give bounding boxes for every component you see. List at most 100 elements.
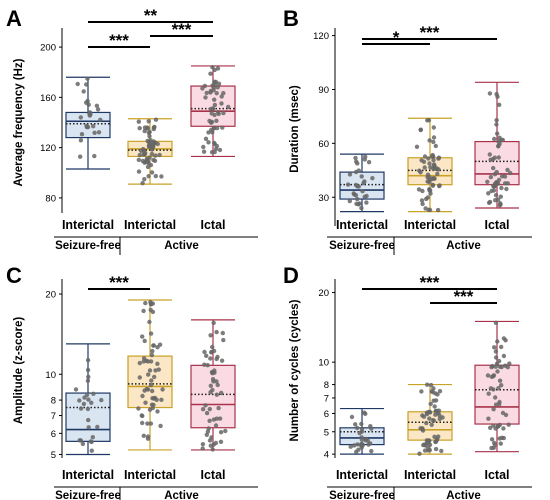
data-point: [151, 343, 156, 348]
data-point: [488, 386, 494, 391]
y-tick-label: 200: [40, 43, 56, 54]
data-point: [491, 188, 497, 193]
y-tick-label: 8: [51, 396, 56, 407]
data-point: [75, 81, 80, 87]
data-point: [146, 372, 151, 377]
data-point: [85, 367, 91, 373]
data-point: [352, 192, 357, 197]
data-point: [499, 185, 504, 191]
data-point: [357, 430, 362, 436]
data-point: [496, 177, 502, 183]
data-point: [212, 79, 217, 85]
y-axis-label: Average frequency (Hz): [13, 58, 25, 186]
data-point: [210, 387, 215, 393]
data-point: [205, 363, 210, 368]
data-point: [355, 161, 360, 166]
data-point: [220, 125, 225, 130]
data-point: [430, 182, 436, 188]
data-point: [497, 135, 502, 140]
data-point: [417, 451, 422, 456]
data-point: [202, 83, 208, 89]
data-point: [202, 362, 207, 367]
data-point: [503, 363, 508, 368]
data-point: [78, 138, 84, 143]
data-point: [359, 174, 364, 179]
data-point: [433, 446, 439, 452]
data-point: [86, 425, 91, 430]
data-point: [487, 152, 492, 157]
data-point: [500, 410, 506, 416]
y-tick-label: 20: [318, 288, 329, 299]
box-1: [407, 382, 453, 456]
data-point: [210, 370, 215, 375]
data-point: [137, 152, 142, 158]
data-point: [432, 404, 437, 409]
data-point: [78, 115, 84, 120]
data-point: [84, 82, 89, 87]
data-point: [425, 195, 430, 200]
data-point: [219, 101, 224, 106]
data-point: [142, 338, 147, 344]
data-point: [493, 426, 498, 431]
data-point: [353, 155, 358, 161]
data-point: [148, 359, 154, 364]
data-point: [431, 158, 436, 163]
data-point: [486, 416, 491, 421]
data-point: [419, 389, 424, 394]
data-point: [216, 81, 222, 86]
data-point: [507, 361, 512, 366]
data-point: [149, 352, 155, 358]
significance-label: *: [393, 28, 400, 47]
data-point: [140, 420, 145, 426]
data-point: [496, 386, 501, 391]
data-point: [209, 150, 215, 155]
data-point: [508, 170, 513, 176]
data-point: [90, 435, 96, 440]
data-point: [436, 408, 442, 413]
data-point: [142, 128, 147, 134]
data-point: [221, 110, 226, 116]
data-point: [432, 176, 437, 181]
significance-label: **: [144, 6, 158, 25]
data-point: [146, 174, 151, 179]
data-point: [494, 118, 499, 123]
y-tick-label: 6: [51, 429, 56, 440]
data-point: [437, 183, 442, 188]
data-point: [428, 165, 433, 170]
data-point: [211, 348, 217, 354]
data-point: [347, 198, 352, 204]
data-point: [140, 334, 145, 339]
data-point: [77, 438, 82, 443]
data-point: [149, 378, 154, 383]
data-point: [429, 422, 434, 427]
data-point: [370, 176, 375, 181]
data-point: [489, 437, 495, 442]
data-point: [355, 442, 360, 447]
data-point: [496, 358, 502, 364]
data-point: [143, 400, 148, 405]
data-point: [428, 191, 433, 196]
data-point: [89, 448, 95, 453]
data-point: [155, 361, 160, 366]
significance-label: ***: [420, 273, 440, 292]
box-2: [474, 81, 520, 209]
data-point: [366, 160, 372, 165]
data-point: [210, 107, 215, 112]
data-point: [211, 379, 216, 384]
data-point: [215, 382, 220, 388]
data-point: [96, 130, 102, 135]
data-point: [431, 139, 436, 145]
data-point: [362, 179, 367, 184]
data-point: [495, 369, 500, 374]
data-point: [493, 364, 498, 369]
data-point: [151, 402, 156, 408]
data-point: [156, 367, 161, 372]
data-point: [80, 441, 86, 447]
data-point: [148, 382, 154, 388]
data-point: [215, 66, 221, 71]
data-point: [359, 437, 365, 442]
data-point: [141, 433, 146, 438]
data-point: [208, 333, 213, 338]
group-label: Seizure-free: [329, 490, 395, 500]
data-point: [142, 177, 147, 182]
